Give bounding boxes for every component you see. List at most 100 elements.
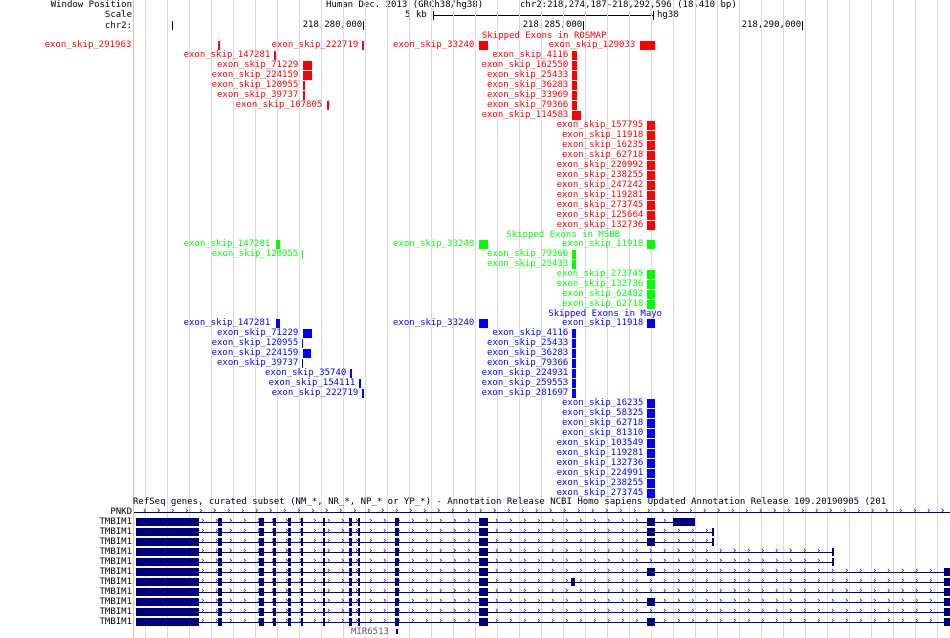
exon-skip-label: exon_skip_58325 [562,408,644,418]
label-margin-line [133,0,134,638]
strand-arrow: › [704,536,710,546]
strand-arrow: › [886,606,892,616]
strand-arrow: › [228,596,234,606]
gene-row[interactable]: PNKD › › › › › › › › › › › › › › › › › › › › › › › › › › › › › › › › › › › ›… [0,506,950,517]
strand-arrow: › [674,506,680,516]
strand-arrow: › [800,506,806,516]
strand-arrow: › [354,556,360,566]
strand-arrow: › [900,586,906,596]
strand-arrow: › [564,526,570,536]
gene-row[interactable]: TMBIM1››››››››››››››››››››››››››››››››››… [0,616,950,627]
exon-skip-block [647,211,655,220]
gene-exon [301,618,303,626]
gene-exon [273,618,276,626]
exon-skip-block [572,111,581,120]
strand-arrow: › [184,506,190,516]
strand-arrow: › [928,616,934,626]
strand-arrow: › [802,576,808,586]
strand-arrow: › [270,586,275,596]
strand-arrow: › [466,516,472,526]
grid-line [343,0,344,638]
strand-arrow: › [620,566,626,576]
grid-line [167,0,168,638]
gene-exon [349,568,352,576]
ruler-tick [583,21,584,30]
strand-arrow: › [452,586,458,596]
strand-arrow: › [438,526,444,536]
gene-row[interactable]: TMBIM1››››››››››››››››››››››››››››››››››… [0,566,950,577]
strand-arrow: › [592,616,598,626]
strand-arrow: › [452,566,458,576]
gene-exon [218,608,222,616]
strand-arrow: › [298,616,303,626]
gene-row[interactable]: TMBIM1››››››››››››››››››››››››››››››››››… [0,576,950,587]
strand-arrow: › [606,516,612,526]
strand-arrow: › [256,556,261,566]
grid-line [805,0,806,638]
strand-arrow: › [200,616,206,626]
strand-arrow: › [340,616,346,626]
gene-row[interactable]: TMBIM1››››››››››››››››››››››››››››››››››… [0,586,950,597]
gene-row[interactable]: TMBIM1››››››››››››››››››››››››››››››››››… [0,596,950,607]
exon-skip-label: exon_skip_11918 [562,130,644,140]
strand-arrow: › [634,566,640,576]
strand-arrow: › [718,586,724,596]
grid-line [827,0,828,638]
grid-line [541,0,542,638]
strand-arrow: › [508,616,514,626]
strand-arrow: › [522,546,528,556]
exon-skip-label: exon_skip_120955 [211,249,299,259]
gene-intron-line [136,532,714,533]
gene-exon [218,518,222,526]
strand-arrow: › [774,556,780,566]
genes-track-title: RefSeq genes, curated subset (NM_*, NR_*… [133,497,887,507]
gene-exon [323,598,325,606]
strand-arrow: › [436,506,442,516]
strand-arrow: › [256,596,261,606]
exon-skip-block [647,161,655,170]
strand-arrow: › [592,546,598,556]
strand-arrow: › [690,546,696,556]
gene-row[interactable]: TMBIM1››››››››››››››››››››››››››››››››››… [0,556,950,567]
gene-exon [301,578,303,586]
gene-exon [323,528,325,536]
gene-row[interactable]: TMBIM1››››››››››››››››››››››››››››››››››… [0,546,950,557]
mirna-gene[interactable]: MIR6513 [351,627,399,637]
gene-exon [395,528,399,536]
gene-row[interactable]: TMBIM1››››››››››››››››››››››››››››››››››… [0,606,950,617]
exon-skip-label: exon_skip_238255 [556,478,644,488]
strand-arrow: › [760,576,766,586]
gene-intron-line [136,612,950,613]
gene-row[interactable]: TMBIM1››››››››››››››››››››››››››››››››››… [0,526,950,537]
grid-line [849,0,850,638]
strand-arrow: › [340,546,346,556]
gene-intron-line [136,622,950,623]
gene-row[interactable]: TMBIM1››››››››››››››››››››››››››››››››››… [0,536,950,547]
strand-arrow: › [270,536,275,546]
strand-arrow: › [676,606,682,616]
strand-arrow: › [438,536,444,546]
gene-exon [349,618,352,626]
gene-exon [712,538,714,546]
strand-arrow: › [704,586,710,596]
strand-arrow: › [142,506,148,516]
strand-arrow: › [200,576,206,586]
strand-arrow: › [870,506,876,516]
gene-row[interactable]: TMBIM1››››››››››››››››››››››››››››››››››… [0,516,950,527]
ruler-start-tick [172,21,173,30]
gene-name: TMBIM1 [99,567,132,577]
gene-exon [647,568,655,576]
gene-exon [136,578,196,586]
exon-skip-label: exon_skip_132736 [556,220,644,230]
exon-skip-label: exon_skip_119281 [556,448,644,458]
gene-exon [259,568,264,576]
gene-exon [358,618,360,626]
strand-arrow: › [606,566,612,576]
grid-line [739,0,740,638]
strand-arrow: › [508,566,514,576]
strand-arrow: › [550,546,556,556]
strand-arrow: › [690,596,696,606]
exon-skip-block [572,81,577,90]
gene-exon [479,538,488,546]
